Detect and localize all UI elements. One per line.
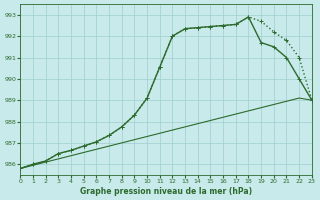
X-axis label: Graphe pression niveau de la mer (hPa): Graphe pression niveau de la mer (hPa) [80,187,252,196]
